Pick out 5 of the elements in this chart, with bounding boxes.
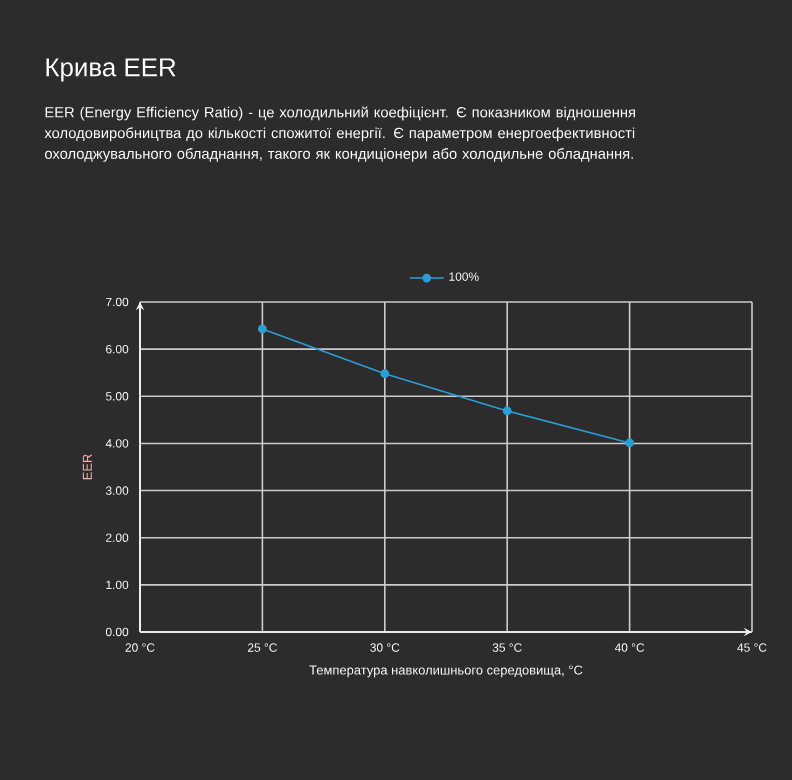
point: [625, 438, 634, 448]
point: [502, 406, 512, 416]
point: [258, 324, 267, 334]
chart-title: Крива EER: [46, 58, 176, 82]
point: [380, 369, 390, 379]
